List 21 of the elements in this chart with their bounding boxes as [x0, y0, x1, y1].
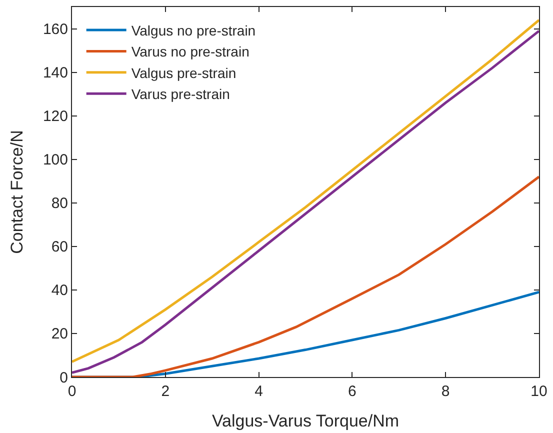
x-tick-label: 8	[441, 383, 450, 400]
y-tick-label: 0	[60, 369, 68, 386]
y-tick-label: 140	[42, 64, 68, 82]
x-tick-label: 2	[161, 383, 170, 400]
y-tick-label: 80	[51, 195, 68, 212]
y-tick-label: 60	[51, 238, 68, 256]
line-series	[72, 176, 539, 377]
legend-label: Valgus no pre-strain	[131, 22, 256, 38]
x-axis-title: Valgus-Varus Torque/Nm	[212, 411, 400, 430]
x-tick-label: 6	[348, 383, 356, 400]
legend-label: Valgus pre-strain	[131, 64, 236, 81]
y-tick-label: 40	[51, 282, 68, 300]
x-tick-label: 4	[254, 383, 263, 400]
y-tick-label: 160	[42, 21, 68, 38]
y-tick-label: 20	[51, 326, 68, 343]
legend-label: Varus pre-strain	[131, 86, 230, 102]
y-tick-label: 100	[42, 152, 68, 169]
legend-label: Varus no pre-strain	[131, 44, 250, 60]
x-tick-label: 10	[530, 383, 548, 400]
y-tick-label: 120	[42, 108, 68, 126]
y-axis-title: Contact Force/N	[8, 130, 27, 254]
